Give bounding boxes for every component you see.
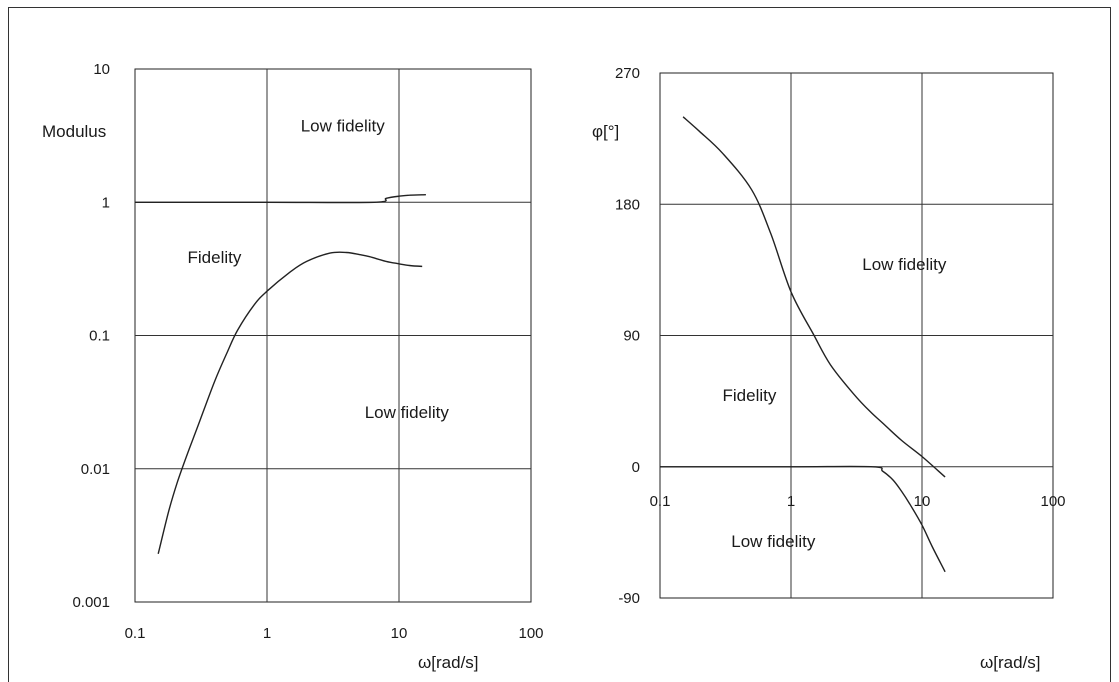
modulus-y-tick-labels: 10 1 0.1 0.01 0.001	[72, 61, 110, 611]
phase-y-tick-label: 90	[623, 328, 640, 345]
phase-y-tick-label: -90	[618, 590, 640, 607]
phase-grid	[659, 72, 1054, 599]
phase-region-label: Fidelity	[723, 386, 777, 405]
phase-x-tick-label: 10	[914, 493, 931, 510]
phase-curves	[659, 116, 946, 573]
modulus-x-tick-label: 10	[391, 625, 408, 642]
phase-chart: 270 180 90 0 -90 0.1 1 10 100 Low fidelity Fidel…	[592, 65, 1066, 672]
phase-ylabel: φ[°]	[592, 122, 619, 141]
phase-region-label: Low fidelity	[862, 255, 947, 274]
modulus-ylabel: Modulus	[42, 122, 106, 141]
modulus-x-tick-labels: 0.1 1 10 100	[125, 625, 544, 642]
modulus-y-tick-label: 0.1	[89, 328, 110, 345]
phase-xlabel: ω[rad/s]	[980, 653, 1041, 672]
modulus-grid	[134, 68, 532, 603]
modulus-region-label: Low fidelity	[365, 403, 450, 422]
phase-y-tick-label: 180	[615, 196, 640, 213]
modulus-x-tick-label: 0.1	[125, 625, 146, 642]
modulus-region-label: Fidelity	[188, 248, 242, 267]
phase-region-labels: Low fidelity Fidelity Low fidelity	[723, 255, 947, 551]
modulus-chart: 10 1 0.1 0.01 0.001 0.1 1 10 100 Low fidelity Fi…	[42, 61, 544, 672]
phase-y-tick-label: 270	[615, 65, 640, 82]
phase-y-tick-label: 0	[632, 459, 640, 476]
modulus-x-tick-label: 1	[263, 625, 271, 642]
modulus-y-tick-label: 0.001	[72, 594, 110, 611]
phase-x-tick-label: 100	[1040, 493, 1065, 510]
modulus-curves	[134, 194, 426, 554]
phase-x-tick-label: 1	[787, 493, 795, 510]
phase-curve-2	[659, 465, 946, 573]
phase-region-label: Low fidelity	[731, 532, 816, 551]
modulus-y-tick-label: 0.01	[81, 461, 110, 478]
modulus-xlabel: ω[rad/s]	[418, 653, 479, 672]
modulus-curve-2	[157, 251, 423, 554]
modulus-curve-1	[134, 194, 426, 204]
phase-x-tick-label: 0.1	[650, 493, 671, 510]
phase-y-tick-labels: 270 180 90 0 -90	[615, 65, 640, 607]
phase-curve-1	[682, 116, 946, 478]
modulus-y-tick-label: 1	[102, 194, 110, 211]
modulus-region-labels: Low fidelity Fidelity Low fidelity	[188, 116, 450, 422]
phase-x-tick-labels: 0.1 1 10 100	[650, 493, 1066, 510]
modulus-x-tick-label: 100	[518, 625, 543, 642]
modulus-region-label: Low fidelity	[301, 116, 386, 135]
modulus-y-tick-label: 10	[93, 61, 110, 78]
